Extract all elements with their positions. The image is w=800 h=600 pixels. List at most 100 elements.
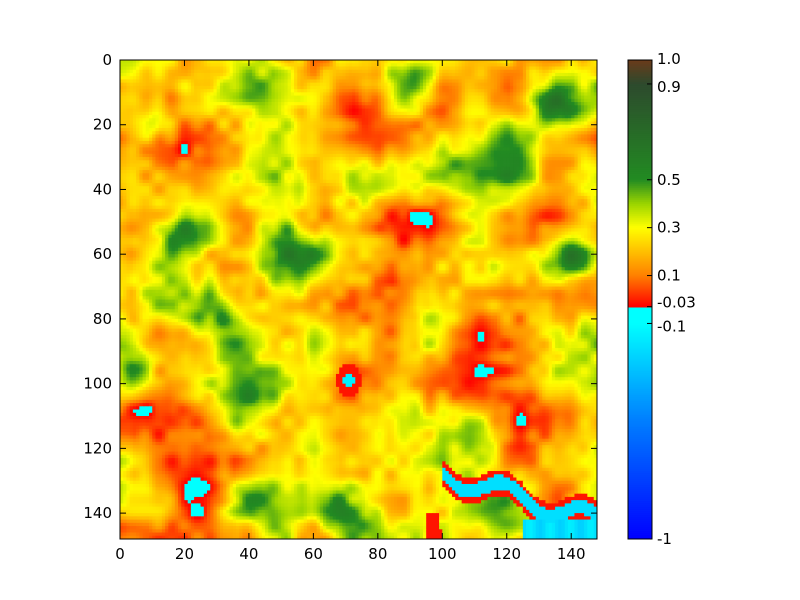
heatmap-cell xyxy=(417,83,421,87)
heatmap-cell xyxy=(320,79,324,83)
heatmap-cell xyxy=(278,76,282,80)
heatmap-cell xyxy=(146,76,150,80)
heatmap-cell xyxy=(175,73,179,77)
heatmap-cell xyxy=(420,70,424,74)
heatmap-cell xyxy=(423,63,427,67)
heatmap-cell xyxy=(455,105,459,109)
heatmap-cell xyxy=(184,92,188,96)
heatmap-cell xyxy=(433,115,437,119)
heatmap-cell xyxy=(426,99,430,103)
heatmap-cell xyxy=(378,115,382,119)
heatmap-cell xyxy=(217,115,221,119)
heatmap-cell xyxy=(297,60,301,64)
heatmap-cell xyxy=(255,60,259,64)
heatmap-cell xyxy=(181,83,185,87)
heatmap-cell xyxy=(355,60,359,64)
heatmap-cell xyxy=(268,73,272,77)
heatmap-cell xyxy=(484,86,488,90)
heatmap-cell xyxy=(230,105,234,109)
heatmap-cell xyxy=(523,112,527,116)
heatmap-cell xyxy=(442,83,446,87)
heatmap-cell xyxy=(533,99,537,103)
heatmap-cell xyxy=(120,105,124,109)
heatmap-cell xyxy=(181,102,185,106)
heatmap-cell xyxy=(191,115,195,119)
heatmap-cell xyxy=(130,76,134,80)
heatmap-cell xyxy=(307,96,311,100)
heatmap-cell xyxy=(491,66,495,70)
heatmap-cell xyxy=(265,76,269,80)
heatmap-cell xyxy=(591,109,595,113)
heatmap-cell xyxy=(323,76,327,80)
heatmap-cell xyxy=(587,109,591,113)
heatmap-cell xyxy=(484,109,488,113)
heatmap-cell xyxy=(500,60,504,64)
heatmap-cell xyxy=(504,109,508,113)
heatmap-cell xyxy=(397,105,401,109)
heatmap-cell xyxy=(213,73,217,77)
heatmap-cell xyxy=(333,63,337,67)
heatmap-cell xyxy=(404,102,408,106)
heatmap-cell xyxy=(317,73,321,77)
heatmap-cell xyxy=(181,115,185,119)
heatmap-cell xyxy=(191,96,195,100)
heatmap-cell xyxy=(284,70,288,74)
heatmap-cell xyxy=(146,112,150,116)
heatmap-cell xyxy=(204,70,208,74)
heatmap-cell xyxy=(168,112,172,116)
heatmap-cell xyxy=(549,105,553,109)
heatmap-cell xyxy=(404,73,408,77)
heatmap-cell xyxy=(359,73,363,77)
heatmap-cell xyxy=(539,73,543,77)
heatmap-cell xyxy=(539,92,543,96)
heatmap-cell xyxy=(449,96,453,100)
heatmap-cell xyxy=(462,73,466,77)
heatmap-cell xyxy=(391,73,395,77)
heatmap-cell xyxy=(558,105,562,109)
heatmap-cell xyxy=(155,102,159,106)
heatmap-cell xyxy=(239,79,243,83)
heatmap-cell xyxy=(581,105,585,109)
heatmap-cell xyxy=(471,60,475,64)
heatmap-cell xyxy=(452,115,456,119)
heatmap-cell xyxy=(365,99,369,103)
heatmap-cell xyxy=(446,79,450,83)
heatmap-cell xyxy=(465,92,469,96)
heatmap-cell xyxy=(194,102,198,106)
heatmap-cell xyxy=(143,102,147,106)
heatmap-cell xyxy=(397,79,401,83)
heatmap-cell xyxy=(294,79,298,83)
heatmap-cell xyxy=(307,66,311,70)
heatmap-cell xyxy=(436,109,440,113)
heatmap-cell xyxy=(584,102,588,106)
heatmap-cell xyxy=(262,63,266,67)
heatmap-cell xyxy=(294,109,298,113)
heatmap-cell xyxy=(304,105,308,109)
heatmap-cell xyxy=(359,92,363,96)
heatmap-cell xyxy=(423,79,427,83)
heatmap-cell xyxy=(323,83,327,87)
heatmap-cell xyxy=(246,89,250,93)
heatmap-cell xyxy=(300,86,304,90)
heatmap-cell xyxy=(388,112,392,116)
heatmap-cell xyxy=(500,83,504,87)
heatmap-cell xyxy=(375,89,379,93)
heatmap-cell xyxy=(207,112,211,116)
heatmap-cell xyxy=(410,63,414,67)
heatmap-cell xyxy=(455,63,459,67)
heatmap-cell xyxy=(252,115,256,119)
heatmap-cell xyxy=(381,112,385,116)
heatmap-cell xyxy=(417,89,421,93)
heatmap-cell xyxy=(465,115,469,119)
heatmap-cell xyxy=(446,60,450,64)
heatmap-cell xyxy=(404,115,408,119)
heatmap-cell xyxy=(384,79,388,83)
heatmap-cell xyxy=(188,115,192,119)
heatmap-cell xyxy=(284,66,288,70)
heatmap-cell xyxy=(452,73,456,77)
heatmap-cell xyxy=(210,86,214,90)
heatmap-cell xyxy=(194,109,198,113)
heatmap-cell xyxy=(242,102,246,106)
heatmap-cell xyxy=(120,79,124,83)
heatmap-cell xyxy=(549,79,553,83)
